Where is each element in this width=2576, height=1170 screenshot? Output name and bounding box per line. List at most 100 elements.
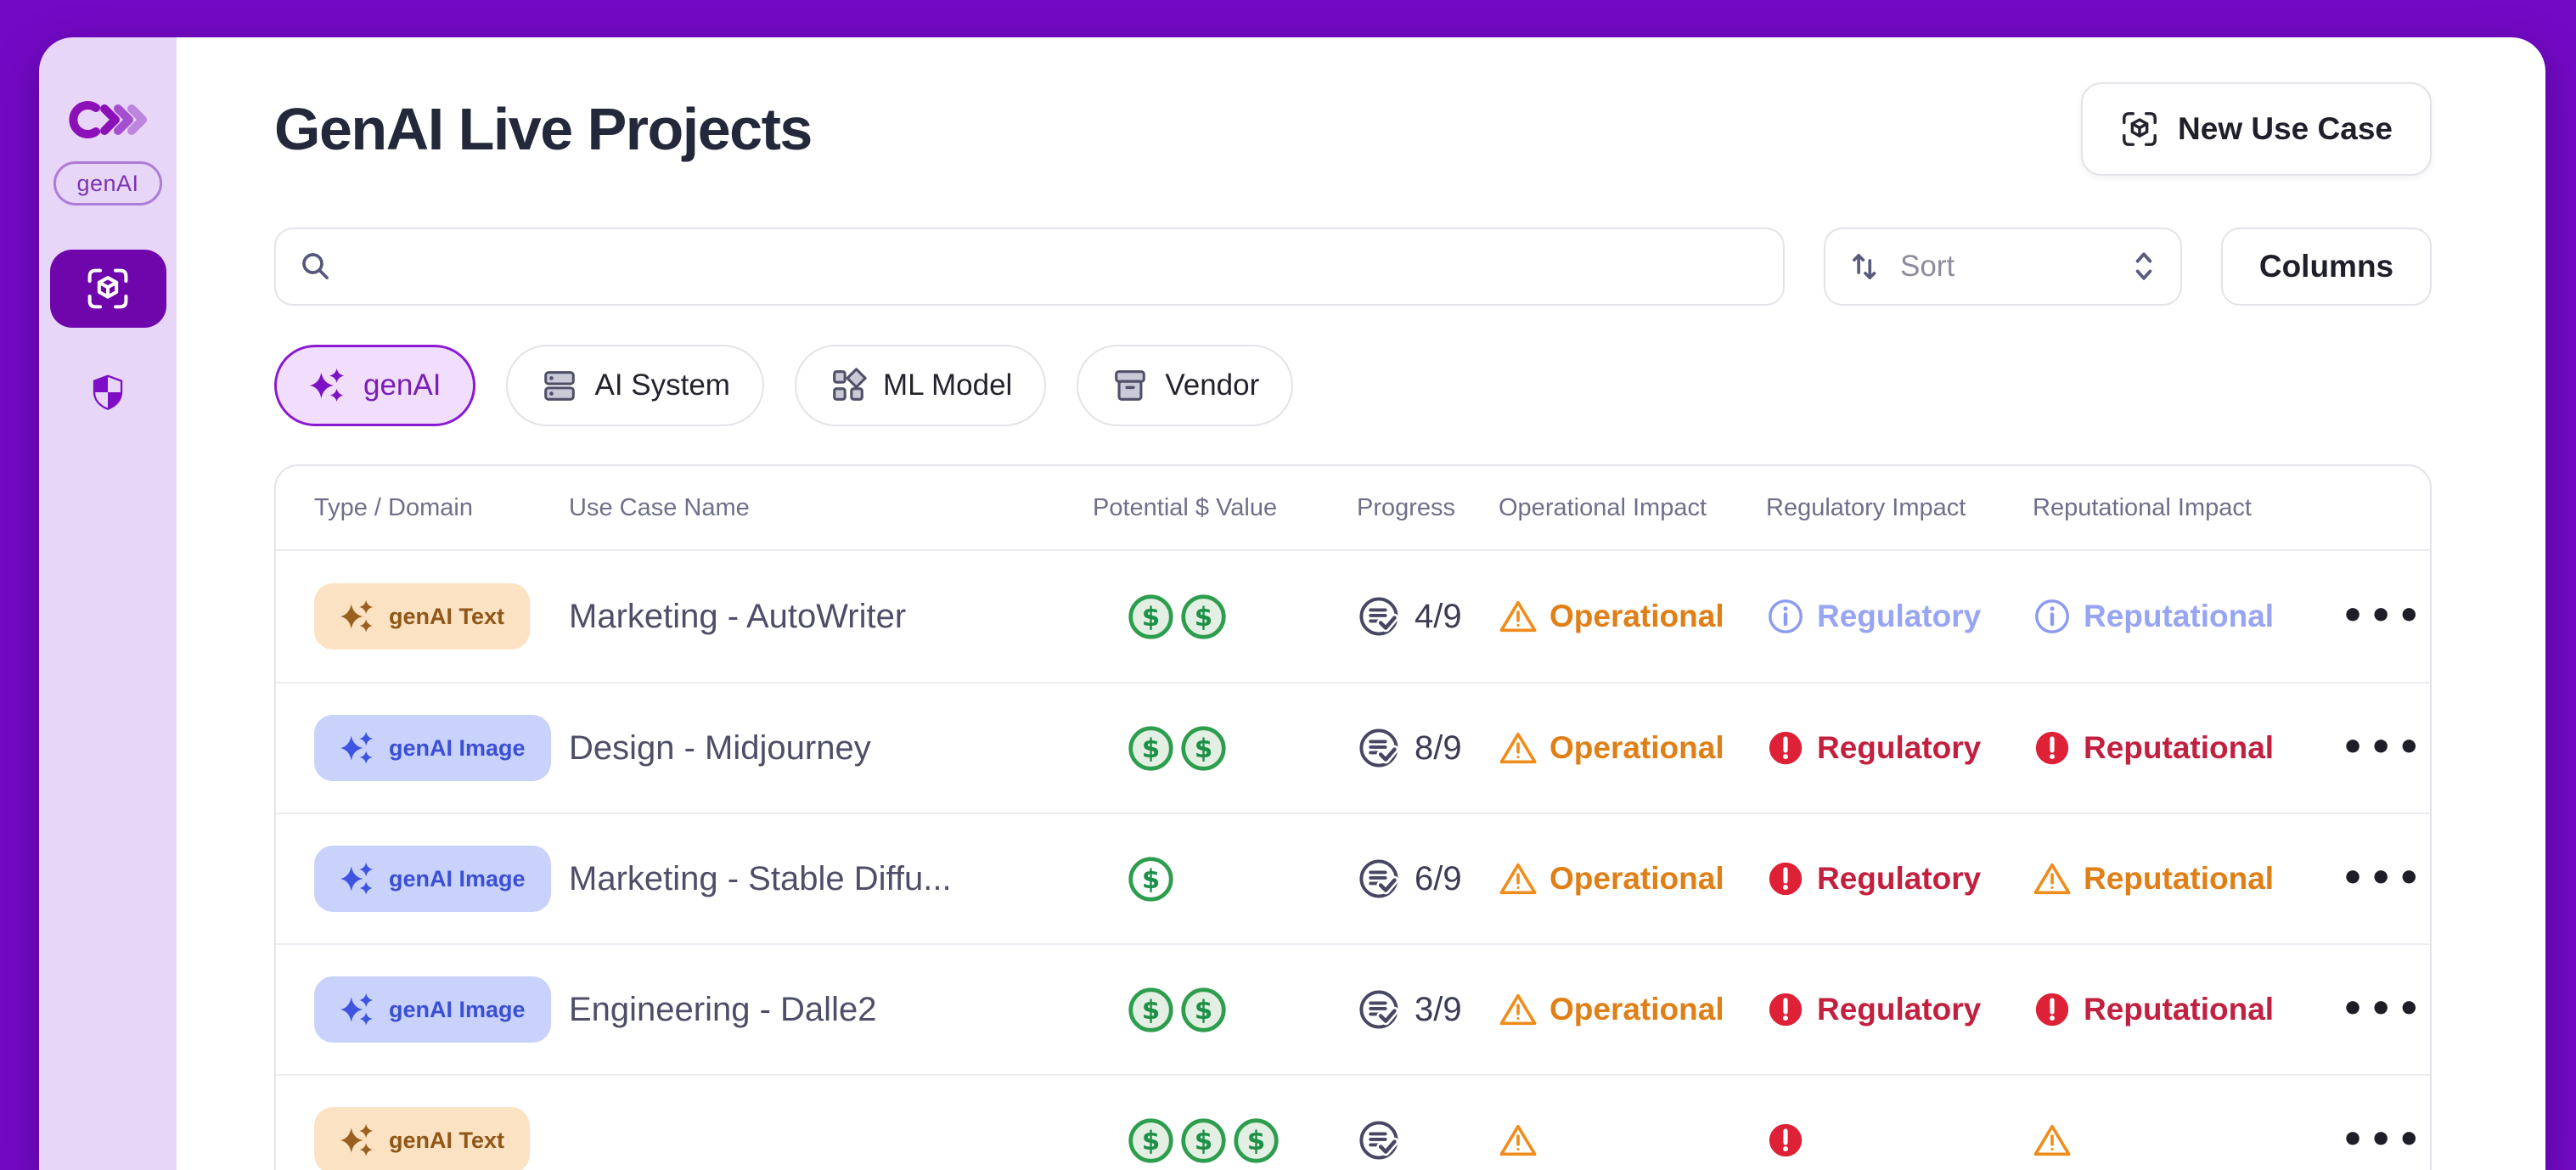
toolbar: Sort Columns [274, 228, 2432, 306]
reputational-impact: Reputational [2033, 859, 2332, 898]
sparkles-icon [340, 862, 374, 895]
chip-label: genAI [363, 368, 442, 402]
progress-checklist-icon [1357, 594, 1401, 638]
alert-circle-icon [1766, 859, 1805, 898]
warning-triangle-icon [1499, 993, 1537, 1026]
operational-impact: Operational [1499, 859, 1766, 898]
table-header-row: Type / Domain Use Case Name Potential $ … [276, 466, 2430, 551]
column-header-use-case-name: Use Case Name [569, 493, 750, 521]
dollar-coin-icon [1179, 593, 1228, 641]
progress-cell: 6/9 [1357, 857, 1499, 901]
use-case-name[interactable]: Marketing - Stable Diffu... [569, 859, 952, 897]
column-header-potential-value: Potential $ Value [1093, 493, 1278, 521]
new-use-case-label: New Use Case [2178, 111, 2393, 146]
new-use-case-button[interactable]: New Use Case [2081, 82, 2432, 176]
dollar-coin-icon [1232, 1117, 1280, 1165]
potential-value-coins [1093, 855, 1357, 903]
reputational-impact [2033, 1121, 2332, 1160]
table-row: genAI Image Marketing - Stable Diffu... … [276, 813, 2430, 943]
progress-cell [1357, 1118, 1499, 1162]
warning-triangle-icon [2033, 863, 2071, 895]
table-row: genAI Image Design - Midjourney 8/9 Oper… [276, 682, 2430, 813]
sort-arrows-icon [1853, 254, 1876, 279]
use-case-name[interactable]: Marketing - AutoWriter [569, 597, 907, 635]
type-badge: genAI Image [314, 715, 551, 781]
dollar-coin-icon [1127, 986, 1175, 1034]
main-content: GenAI Live Projects New Use Case Sort Co… [177, 37, 2545, 1170]
filter-chip-vendor[interactable]: Vendor [1077, 345, 1294, 426]
warning-triangle-icon [1499, 1124, 1537, 1156]
sparkles-icon [340, 993, 374, 1026]
dollar-coin-icon [1179, 1117, 1228, 1165]
filter-chip-ml-model[interactable]: ML Model [794, 345, 1047, 426]
potential-value-coins [1093, 1117, 1357, 1165]
row-menu-button[interactable]: ••• [2332, 598, 2430, 635]
sidebar-item-use-cases[interactable] [49, 250, 166, 328]
sparkles-icon [340, 1123, 374, 1156]
type-badge: genAI Text [314, 1107, 531, 1170]
row-menu-button[interactable]: ••• [2332, 729, 2430, 767]
sort-dropdown[interactable]: Sort [1824, 228, 2182, 306]
filter-chip-ai-system[interactable]: AI System [506, 345, 764, 426]
operational-impact [1499, 1121, 1766, 1160]
columns-button[interactable]: Columns [2221, 228, 2432, 306]
row-menu-button[interactable]: ••• [2332, 1122, 2430, 1159]
dollar-coin-icon [1179, 986, 1228, 1034]
chip-label: ML Model [882, 368, 1013, 402]
potential-value-coins [1093, 593, 1357, 641]
table-row: genAI Text [276, 1074, 2430, 1170]
use-case-name[interactable]: Design - Midjourney [569, 728, 871, 767]
filter-chips: genAI AI System ML Model Vendor [274, 345, 2432, 426]
regulatory-impact: Regulatory [1766, 859, 2033, 898]
chevron-updown-icon [2135, 252, 2152, 280]
search-icon [302, 253, 329, 279]
dollar-coin-icon [1127, 593, 1175, 641]
use-cases-table: Type / Domain Use Case Name Potential $ … [274, 464, 2432, 1170]
chip-label: Vendor [1165, 368, 1260, 402]
sidebar-item-governance[interactable] [84, 368, 132, 416]
page-header: GenAI Live Projects New Use Case [274, 82, 2432, 177]
operational-impact: Operational [1499, 990, 1766, 1029]
reputational-impact: Reputational [2033, 597, 2332, 636]
cube-scan-icon [85, 266, 131, 312]
search-input[interactable] [349, 249, 1761, 284]
sort-label: Sort [1900, 250, 1955, 283]
sparkles-icon [340, 731, 374, 764]
column-header-type-domain: Type / Domain [314, 493, 473, 521]
filter-chip-genai[interactable]: genAI [274, 345, 476, 426]
brand-logo-icon [64, 100, 152, 139]
info-circle-icon [1766, 597, 1805, 636]
page-title: GenAI Live Projects [274, 96, 813, 162]
operational-impact: Operational [1499, 597, 1766, 636]
info-circle-icon [2033, 597, 2072, 636]
column-header-reputational-impact: Reputational Impact [2033, 493, 2252, 521]
dollar-coin-icon [1127, 855, 1175, 903]
type-badge: genAI Image [314, 846, 551, 912]
use-case-name[interactable]: Engineering - Dalle2 [569, 990, 877, 1028]
row-menu-button[interactable]: ••• [2332, 860, 2430, 897]
type-badge: genAI Image [314, 976, 551, 1043]
operational-impact: Operational [1499, 728, 1766, 768]
regulatory-impact: Regulatory [1766, 728, 2033, 768]
server-icon [544, 371, 576, 401]
warning-triangle-icon [1499, 600, 1537, 633]
dollar-coin-icon [1127, 724, 1175, 773]
dollar-coin-icon [1127, 1117, 1175, 1165]
alert-circle-icon [1766, 990, 1805, 1029]
column-header-progress: Progress [1357, 493, 1456, 521]
progress-cell: 8/9 [1357, 726, 1499, 770]
column-header-operational-impact: Operational Impact [1499, 493, 1707, 521]
progress-checklist-icon [1357, 857, 1401, 901]
progress-checklist-icon [1357, 1118, 1401, 1162]
regulatory-impact: Regulatory [1766, 990, 2033, 1029]
reputational-impact: Reputational [2033, 990, 2332, 1029]
row-menu-button[interactable]: ••• [2332, 991, 2430, 1028]
sparkles-icon [309, 368, 345, 402]
progress-cell: 4/9 [1357, 594, 1499, 638]
potential-value-coins [1093, 986, 1357, 1034]
potential-value-coins [1093, 724, 1357, 773]
components-icon [833, 368, 867, 401]
sidebar: genAI [39, 37, 177, 1170]
alert-circle-icon [1766, 728, 1805, 768]
search-box [274, 228, 1785, 306]
